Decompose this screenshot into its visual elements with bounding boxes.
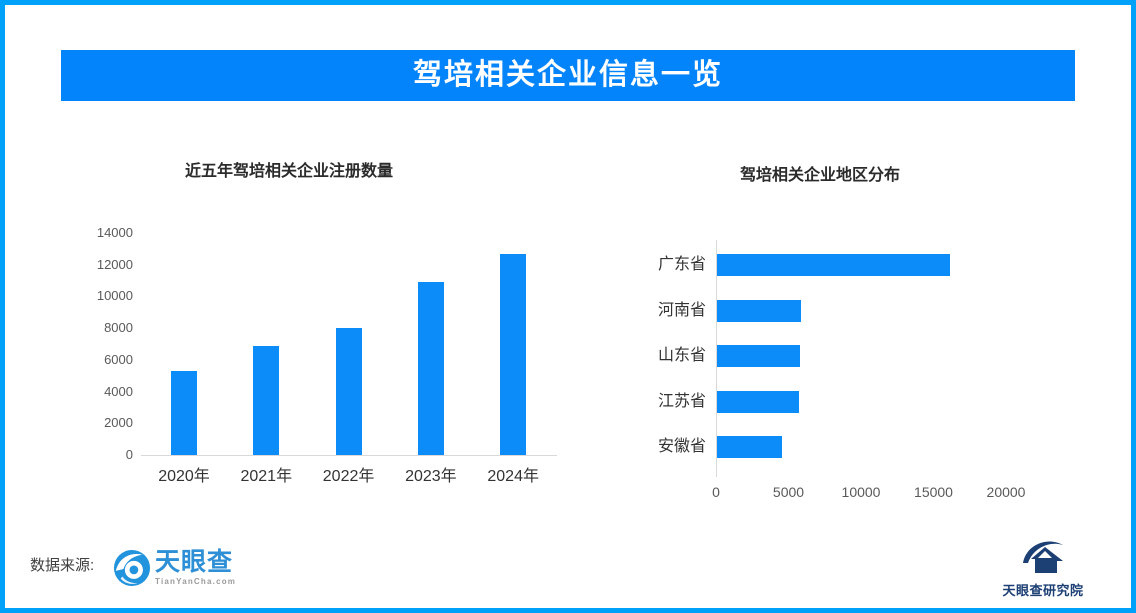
page-title: 驾培相关企业信息一览: [412, 59, 723, 91]
y-axis-tick-label: 12000: [96, 256, 133, 272]
x-axis-tick-label: 20000: [986, 484, 1026, 500]
research-institute-logo: 天眼查研究院: [1003, 536, 1083, 599]
tianyancha-logo: 天眼查 TianYanCha.com: [113, 549, 236, 587]
bar-广东省: [717, 254, 950, 276]
y-axis-line: [716, 240, 717, 477]
x-axis-category-label: 2021年: [240, 468, 293, 485]
y-axis-category-label: 河南省: [657, 301, 706, 319]
y-axis-tick-label: 8000: [104, 320, 133, 336]
y-axis-category-label: 安徽省: [657, 438, 706, 455]
y-axis-category-label: 广东省: [657, 256, 706, 273]
x-axis-tick-label: 0: [712, 484, 720, 500]
x-axis-category-label: 2023年: [405, 468, 457, 485]
y-axis-tick-label: 6000: [104, 351, 133, 367]
bar-江苏省: [717, 390, 799, 413]
y-axis-tick-label: 0: [125, 447, 133, 462]
x-axis-category-label: 2020年: [158, 468, 210, 485]
bar-2023年: [417, 282, 444, 455]
left-chart-title: 近五年驾培相关企业注册数量: [185, 163, 394, 180]
right-chart-title: 驾培相关企业地区分布: [740, 167, 901, 184]
bar-河南省: [717, 299, 801, 322]
page-title-banner: 驾培相关企业信息一览: [61, 50, 1075, 101]
research-institute-label: 天眼查研究院: [1002, 583, 1084, 598]
x-axis-category-label: 2022年: [322, 468, 375, 485]
y-axis-tick-label: 14000: [96, 225, 133, 240]
x-axis-tick-label: 10000: [841, 484, 881, 500]
y-axis-tick-label: 4000: [104, 383, 133, 399]
tianyancha-logo-texts: 天眼查 TianYanCha.com: [155, 549, 236, 586]
bar-2021年: [253, 346, 280, 455]
x-axis-tick-label: 5000: [772, 484, 805, 500]
tianyancha-logo-subtext: TianYanCha.com: [155, 577, 237, 586]
bar-2024年: [500, 254, 527, 455]
tianyancha-logo-name: 天眼查: [155, 548, 234, 576]
y-axis-category-label: 山东省: [657, 347, 706, 364]
x-axis-tick-label: 15000: [914, 484, 953, 500]
y-axis-category-label: 江苏省: [657, 392, 706, 410]
data-source-label: 数据来源:: [30, 557, 95, 574]
y-axis-tick-label: 10000: [96, 288, 133, 304]
x-axis-line: [141, 455, 557, 456]
bar-山东省: [717, 345, 800, 367]
bar-2022年: [335, 328, 362, 455]
x-axis-category-label: 2024年: [487, 468, 539, 485]
research-institute-swoosh-icon: [1023, 541, 1063, 573]
y-axis-tick-label: 2000: [104, 415, 133, 431]
tianyancha-eye-icon: [113, 549, 151, 587]
bar-安徽省: [717, 436, 782, 458]
bar-2020年: [171, 371, 197, 455]
